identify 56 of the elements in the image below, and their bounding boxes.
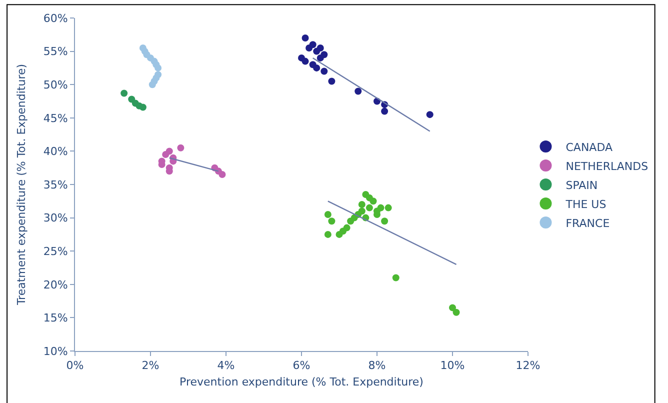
y-tick-label: 40% (43, 145, 68, 158)
point (218, 171, 226, 178)
y-tick-label: 45% (43, 112, 68, 125)
y-axis-title: Treatment expenditure (% Tot. Expenditure) (14, 64, 28, 306)
point (120, 90, 128, 97)
point (381, 108, 388, 115)
point (166, 148, 173, 155)
point (309, 41, 316, 48)
legend-label: SPAIN (566, 178, 598, 192)
y-tick-label: 35% (43, 178, 68, 192)
point (392, 274, 400, 282)
legend-label: THE US (564, 198, 606, 211)
point (343, 224, 350, 232)
legend-label: NETHERLANDS (566, 160, 648, 173)
point (139, 104, 146, 111)
y-tick-label: 10% (43, 344, 68, 358)
point (302, 58, 309, 65)
x-tick-label: 10% (440, 359, 465, 372)
y-tick-label: 20% (43, 278, 68, 292)
x-tick-label: 0% (66, 359, 84, 372)
point (384, 204, 392, 212)
x-axis-title: Prevention expenditure (% Tot. Expenditure) (180, 375, 424, 388)
point (449, 304, 456, 312)
x-tick-label: 12% (516, 359, 540, 372)
point (320, 68, 328, 75)
legend-label: CANADA (566, 140, 613, 154)
point (316, 54, 324, 62)
x-tick-label: 2% (142, 359, 160, 372)
point (324, 230, 332, 238)
point (426, 111, 434, 118)
point (328, 218, 336, 225)
point (452, 308, 460, 316)
point (154, 64, 162, 72)
y-tick-label: 25% (43, 244, 68, 258)
point (358, 200, 366, 208)
point (366, 204, 373, 212)
point (354, 88, 362, 95)
point (324, 210, 332, 218)
point (177, 144, 184, 152)
y-tick-label: 15% (43, 312, 68, 325)
legend-label: FRANCE (566, 216, 610, 230)
point (381, 218, 388, 225)
point (366, 194, 373, 202)
point (313, 64, 320, 72)
x-tick-label: 8% (368, 359, 386, 372)
x-tick-label: 4% (217, 359, 235, 372)
point (358, 208, 366, 215)
x-tick-label: 6% (292, 359, 310, 372)
y-tick-label: 55% (43, 45, 68, 58)
y-tick-label: 60% (43, 12, 68, 25)
point (328, 78, 336, 85)
point (148, 81, 156, 88)
point (302, 34, 309, 42)
point (316, 44, 324, 52)
y-tick-label: 50% (43, 78, 68, 92)
y-tick-label: 30% (43, 212, 68, 225)
